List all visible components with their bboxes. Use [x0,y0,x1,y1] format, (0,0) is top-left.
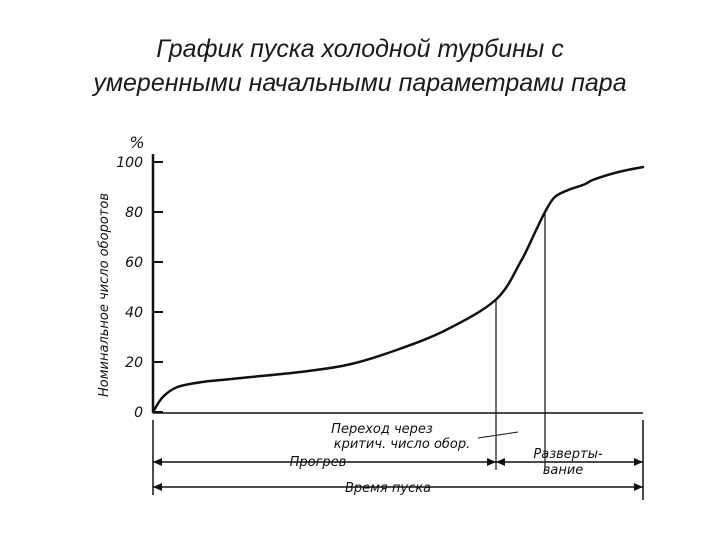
runup-arrow-head-left [496,458,505,466]
total-arrow-head-left [153,483,162,491]
y-unit-label: % [129,133,144,152]
runup-arrow-head-right [634,458,643,466]
heating-label: Прогрев [290,455,347,470]
runup-label-line-2: вание [543,463,584,478]
axes: 0 20 40 60 80 100 [116,154,643,421]
runup-label-line-1: Разверты- [533,447,602,462]
speed-curve [151,165,645,414]
y-tick-label: 0 [134,405,143,421]
y-tick-label: 20 [125,355,143,371]
critical-label-line-2: критич. число обор. [334,437,471,452]
y-tick-label: 60 [125,255,143,271]
total-arrow-head-right [634,483,643,491]
curve-layer [151,165,645,414]
y-tick-label: 80 [125,205,143,221]
labels: % Номинальное число оборотов Переход через… [97,133,603,496]
total-time-label: Время пуска [345,481,431,496]
title-line-2: умеренными начальными параметрами пара [93,69,627,97]
y-axis-label: Номинальное число оборотов [97,193,112,397]
y-tick-label: 40 [125,305,143,321]
title-line-1: График пуска холодной турбины с [156,35,564,63]
heating-arrow-head-left [153,458,162,466]
page-title: График пуска холодной турбины с умеренны… [0,32,720,100]
y-tick-label: 100 [116,155,143,171]
critical-label-line-1: Переход через [331,422,433,437]
markers [152,212,644,500]
critical-pointer [477,431,519,439]
heating-arrow-head-right [487,458,496,466]
